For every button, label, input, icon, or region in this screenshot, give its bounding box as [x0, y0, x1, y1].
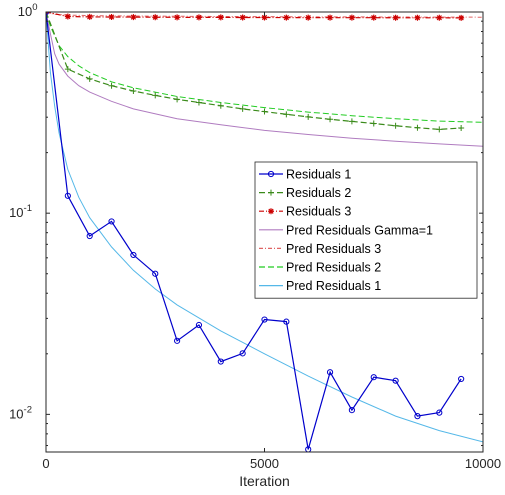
data-point [130, 14, 137, 21]
series-line [46, 12, 462, 131]
data-point [64, 13, 71, 20]
data-point [239, 105, 246, 112]
data-point [392, 122, 399, 129]
series-pred-residuals-gamma-1 [46, 12, 483, 147]
data-point [436, 126, 443, 133]
data-point [436, 409, 443, 416]
data-point [174, 14, 181, 21]
legend-label: Residuals 2 [286, 186, 351, 200]
data-point [305, 113, 312, 120]
data-point [152, 14, 159, 21]
data-point [195, 14, 202, 21]
data-point [108, 14, 115, 21]
data-point [130, 87, 137, 94]
data-point [370, 120, 377, 127]
data-point [174, 337, 181, 344]
data-point [348, 118, 355, 125]
series-residuals-1 [46, 12, 465, 452]
data-point [152, 92, 159, 99]
data-point [283, 318, 290, 325]
data-point [64, 192, 71, 199]
data-point [86, 75, 93, 82]
series-line [46, 12, 483, 147]
data-point [130, 251, 137, 259]
data-point [370, 14, 377, 21]
data-point [217, 14, 224, 21]
legend-marker [268, 208, 274, 215]
y-tick-label: 10-2 [9, 404, 32, 421]
legend-label: Pred Residuals Gamma=1 [286, 223, 433, 237]
x-tick-label: 0 [42, 456, 49, 471]
legend-label: Residuals 1 [286, 168, 351, 182]
data-point [261, 14, 268, 21]
legend-entry: Pred Residuals Gamma=1 [259, 223, 433, 237]
data-point [305, 14, 312, 21]
data-point [414, 14, 421, 21]
data-point [195, 99, 202, 106]
data-point [392, 14, 399, 21]
data-point [327, 14, 334, 21]
legend-label: Pred Residuals 3 [286, 242, 381, 256]
legend-entry: Pred Residuals 2 [259, 261, 381, 275]
data-point [108, 82, 115, 89]
legend-entry: Pred Residuals 1 [259, 279, 381, 293]
legend-marker [268, 189, 274, 196]
legend-label: Residuals 3 [286, 205, 351, 219]
data-point [86, 232, 93, 240]
x-tick-label: 10000 [465, 456, 501, 471]
legend-entry: Residuals 1 [259, 168, 351, 182]
data-point [458, 14, 465, 21]
series-layer [46, 12, 483, 452]
legend-box [254, 161, 478, 299]
data-point [414, 124, 421, 131]
data-point [108, 218, 115, 225]
data-point [239, 14, 246, 21]
data-point [327, 116, 334, 123]
data-point [283, 14, 290, 21]
data-point [217, 358, 224, 365]
data-point [370, 374, 377, 381]
data-point [152, 270, 159, 277]
data-point [174, 96, 181, 103]
data-point [195, 321, 203, 329]
series-residuals-2 [46, 12, 465, 133]
series-pred-residuals-2 [46, 12, 483, 123]
x-tick-label: 5000 [250, 456, 279, 471]
y-tick-label: 100 [18, 2, 38, 19]
data-point [283, 111, 290, 118]
y-tick-label: 10-1 [9, 203, 32, 220]
data-point [326, 369, 334, 376]
legend: Residuals 1 Residuals 2 Residuals 3 Pred Re… [254, 161, 478, 299]
legend-entry: Residuals 3 [259, 205, 351, 219]
data-point [348, 406, 355, 414]
series-line [46, 12, 483, 123]
data-point [458, 375, 465, 383]
legend-label: Pred Residuals 2 [286, 261, 381, 275]
x-axis-label: Iteration [239, 473, 290, 489]
data-point [239, 350, 246, 357]
data-point [392, 377, 399, 384]
data-point [436, 14, 443, 21]
data-point [64, 66, 71, 73]
data-point [217, 102, 224, 109]
legend-entry: Pred Residuals 3 [259, 242, 381, 256]
data-point [348, 14, 355, 21]
data-point [86, 13, 93, 20]
data-point [414, 413, 421, 420]
legend-label: Pred Residuals 1 [286, 279, 381, 293]
ticks-layer: 0 5000 10000 100 10-1 10-2 [9, 2, 501, 471]
data-point [261, 108, 268, 115]
series-residuals-3 [46, 12, 465, 21]
data-point [261, 316, 268, 323]
data-point [458, 125, 465, 132]
legend-marker [267, 170, 275, 178]
legend-entry: Residuals 2 [259, 186, 351, 200]
series-line [46, 12, 462, 450]
